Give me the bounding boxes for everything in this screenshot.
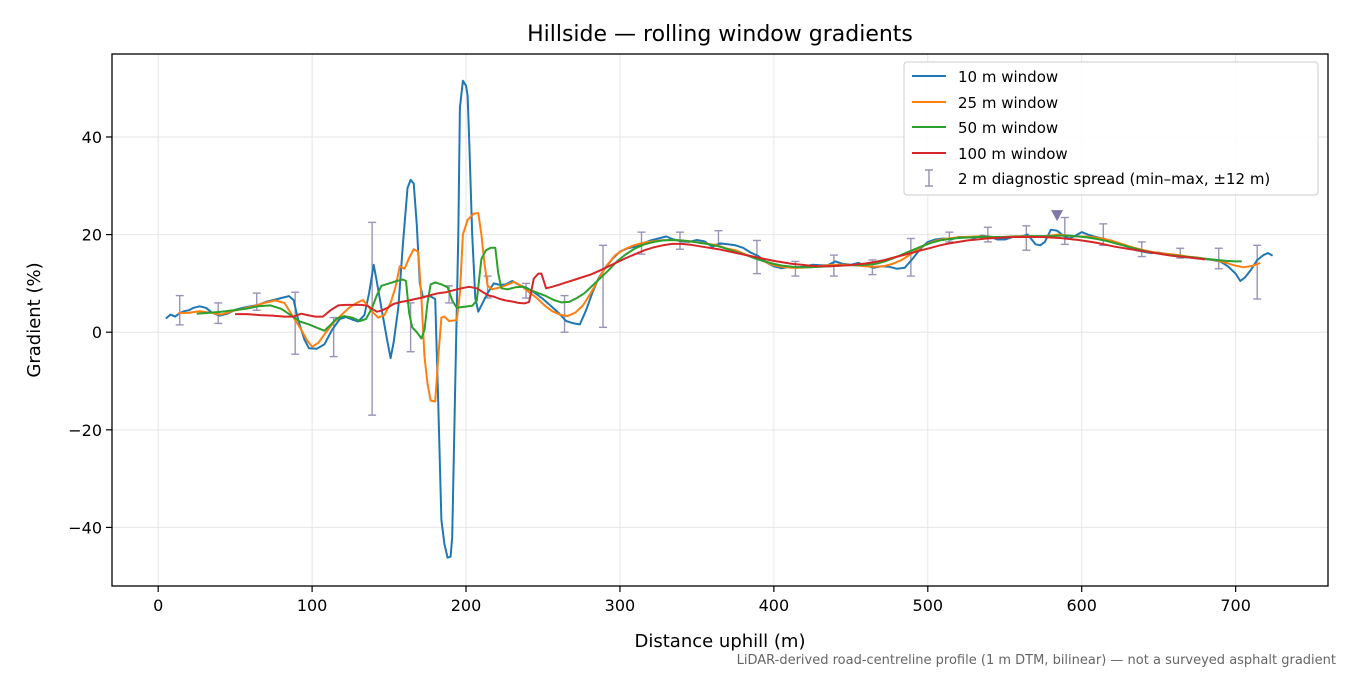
y-tick-label: 20	[82, 226, 102, 245]
y-tick-label: −20	[68, 421, 102, 440]
legend-frame	[903, 61, 1319, 196]
legend-label-spread: 2 m diagnostic spread (min–max, ±12 m)	[958, 170, 1270, 188]
y-tick-label: 40	[82, 128, 102, 147]
legend-label-100m: 100 m window	[958, 145, 1068, 163]
spread-bar	[175, 294, 184, 326]
spread-bar	[1060, 216, 1069, 246]
legend-label-50m: 50 m window	[958, 119, 1058, 137]
x-tick-label: 200	[451, 596, 482, 615]
plot-frame	[111, 53, 1329, 587]
x-tick-label: 700	[1220, 596, 1251, 615]
legend-label-10m: 10 m window	[958, 68, 1058, 86]
x-tick-label: 600	[1066, 596, 1097, 615]
chart-title: Hillside — rolling window gradients	[527, 22, 913, 47]
x-tick-label: 500	[913, 596, 944, 615]
x-axis-ticks: 0 100 200 300 400 500 600 700	[153, 586, 1251, 615]
legend: 10 m window 25 m window 50 m window 100 …	[903, 61, 1319, 196]
footnote: LiDAR-derived road-centreline profile (1…	[737, 653, 1336, 668]
plot-area	[165, 79, 1274, 559]
y-tick-label: −40	[68, 518, 102, 537]
y-axis-ticks: −40 −20 0 20 40	[68, 128, 112, 537]
series-line-100m	[235, 236, 1206, 318]
series-line-50m	[196, 234, 1242, 340]
x-tick-label: 400	[759, 596, 790, 615]
spread-bar	[368, 221, 377, 416]
y-axis-label: Gradient (%)	[24, 262, 45, 377]
legend-swatch-spread	[925, 169, 933, 187]
spread-bar	[983, 226, 992, 243]
peak-marker	[1051, 210, 1064, 222]
spread-bar	[1253, 244, 1262, 300]
marker-layer	[1051, 210, 1064, 222]
legend-label-25m: 25 m window	[958, 94, 1058, 112]
spread-bar	[599, 244, 608, 329]
x-tick-label: 0	[153, 596, 163, 615]
y-tick-label: 0	[92, 323, 102, 342]
spread-bar	[1022, 225, 1031, 251]
x-axis-label: Distance uphill (m)	[635, 631, 806, 652]
spread-bar	[906, 237, 915, 277]
x-tick-label: 300	[605, 596, 636, 615]
x-tick-label: 100	[297, 596, 328, 615]
series-lines	[165, 79, 1274, 559]
spread-bar	[1214, 247, 1223, 270]
